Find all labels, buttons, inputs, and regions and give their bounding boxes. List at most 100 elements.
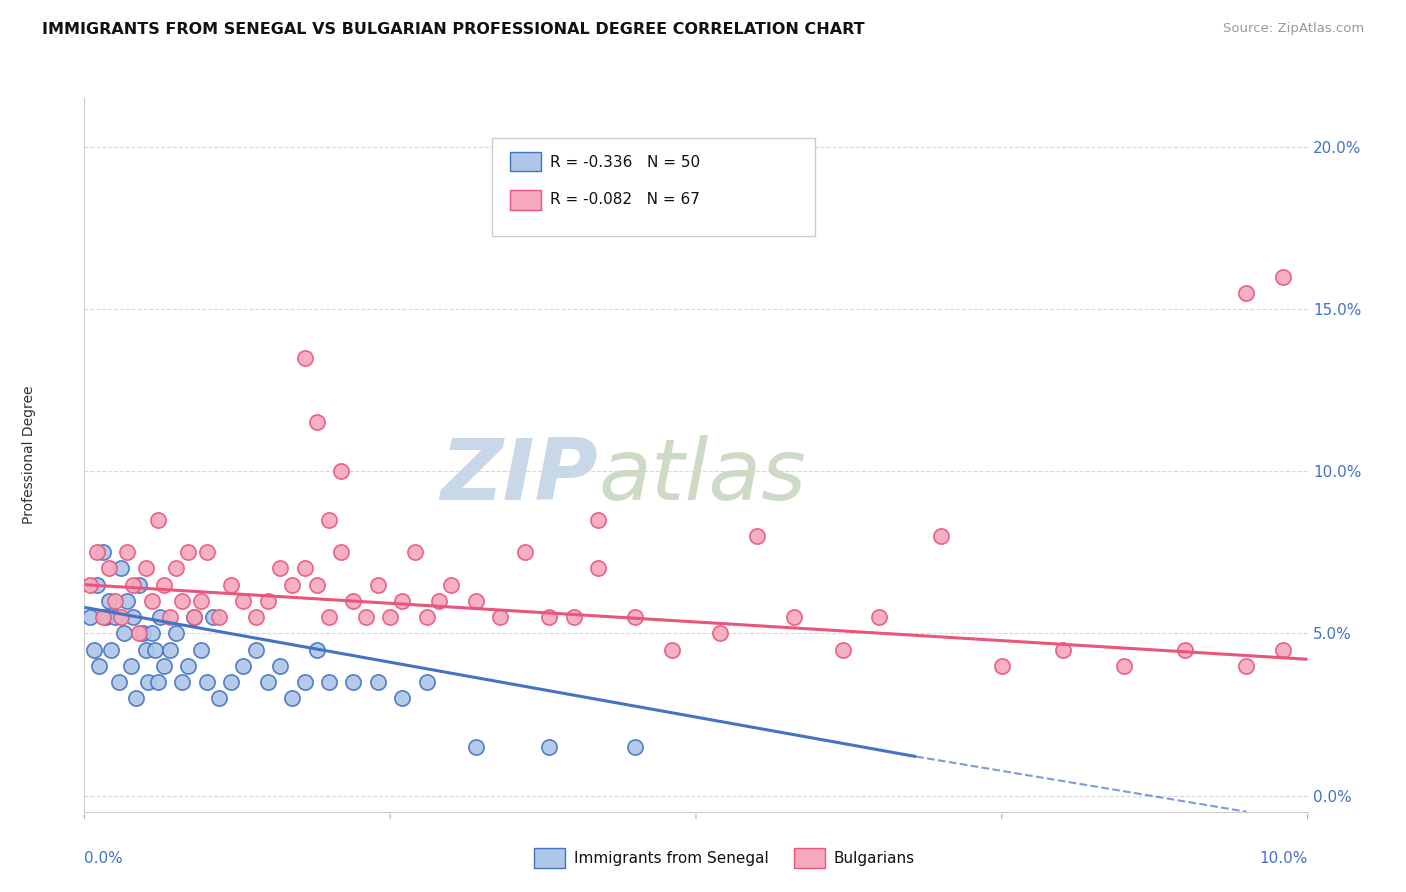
Point: [195, 675, 218, 690]
Point: [1272, 269, 1295, 284]
Point: [141, 594, 163, 608]
Point: [991, 658, 1014, 673]
Point: [141, 626, 163, 640]
Point: [245, 610, 267, 624]
Point: [464, 739, 486, 754]
Point: [208, 610, 231, 624]
Point: [104, 610, 127, 624]
Point: [929, 529, 952, 543]
Point: [342, 594, 364, 608]
Text: ZIP: ZIP: [440, 434, 598, 518]
Point: [177, 545, 200, 559]
Point: [1236, 285, 1258, 300]
Point: [416, 610, 439, 624]
Point: [135, 642, 157, 657]
Point: [87, 658, 110, 673]
Point: [128, 626, 150, 640]
Point: [1272, 642, 1295, 657]
Point: [132, 626, 155, 640]
Point: [305, 577, 328, 591]
Point: [136, 675, 159, 690]
Point: [489, 610, 512, 624]
Point: [153, 577, 176, 591]
Point: [624, 739, 647, 754]
Point: [232, 594, 254, 608]
Point: [190, 594, 212, 608]
Point: [149, 610, 172, 624]
Point: [143, 642, 166, 657]
Point: [391, 691, 413, 706]
Point: [427, 594, 450, 608]
Point: [464, 594, 486, 608]
Point: [330, 464, 353, 478]
Point: [232, 658, 254, 673]
Text: R = -0.336   N = 50: R = -0.336 N = 50: [550, 155, 700, 169]
Point: [586, 561, 609, 575]
Point: [281, 691, 304, 706]
Point: [159, 610, 181, 624]
Point: [79, 610, 101, 624]
Point: [135, 561, 157, 575]
Point: [172, 675, 194, 690]
Point: [367, 675, 389, 690]
Point: [91, 610, 114, 624]
Point: [91, 545, 114, 559]
Point: [245, 642, 267, 657]
Point: [201, 610, 224, 624]
Point: [219, 675, 242, 690]
Point: [177, 658, 200, 673]
Text: 0.0%: 0.0%: [84, 851, 124, 866]
Point: [146, 675, 169, 690]
Point: [97, 594, 120, 608]
Point: [122, 577, 145, 591]
Point: [112, 626, 135, 640]
Point: [281, 577, 304, 591]
Point: [257, 675, 280, 690]
Point: [107, 675, 129, 690]
Point: [709, 626, 731, 640]
Point: [318, 675, 340, 690]
Point: [294, 351, 316, 365]
Point: [172, 594, 194, 608]
Point: [1052, 642, 1074, 657]
Point: [404, 545, 426, 559]
Point: [110, 610, 132, 624]
Point: [122, 610, 145, 624]
Point: [269, 561, 291, 575]
Point: [513, 545, 536, 559]
Point: [153, 658, 176, 673]
Point: [195, 545, 218, 559]
Point: [128, 577, 150, 591]
Point: [165, 626, 187, 640]
Point: [79, 577, 101, 591]
Text: Bulgarians: Bulgarians: [834, 851, 915, 865]
Point: [183, 610, 205, 624]
Point: [97, 561, 120, 575]
Point: [159, 642, 181, 657]
Text: 10.0%: 10.0%: [1260, 851, 1308, 866]
Point: [330, 545, 353, 559]
Point: [305, 642, 328, 657]
Point: [1114, 658, 1136, 673]
Point: [208, 691, 231, 706]
Text: Professional Degree: Professional Degree: [22, 385, 37, 524]
Point: [416, 675, 439, 690]
Point: [538, 739, 561, 754]
Point: [538, 610, 561, 624]
Point: [831, 642, 853, 657]
Point: [380, 610, 402, 624]
Text: atlas: atlas: [598, 434, 806, 518]
Point: [354, 610, 377, 624]
Point: [562, 610, 585, 624]
Point: [367, 577, 389, 591]
Point: [747, 529, 769, 543]
Point: [661, 642, 683, 657]
Point: [257, 594, 280, 608]
Point: [120, 658, 142, 673]
Point: [783, 610, 806, 624]
Point: [183, 610, 205, 624]
Point: [86, 577, 108, 591]
Text: IMMIGRANTS FROM SENEGAL VS BULGARIAN PROFESSIONAL DEGREE CORRELATION CHART: IMMIGRANTS FROM SENEGAL VS BULGARIAN PRO…: [42, 22, 865, 37]
Point: [125, 691, 148, 706]
Point: [624, 610, 647, 624]
